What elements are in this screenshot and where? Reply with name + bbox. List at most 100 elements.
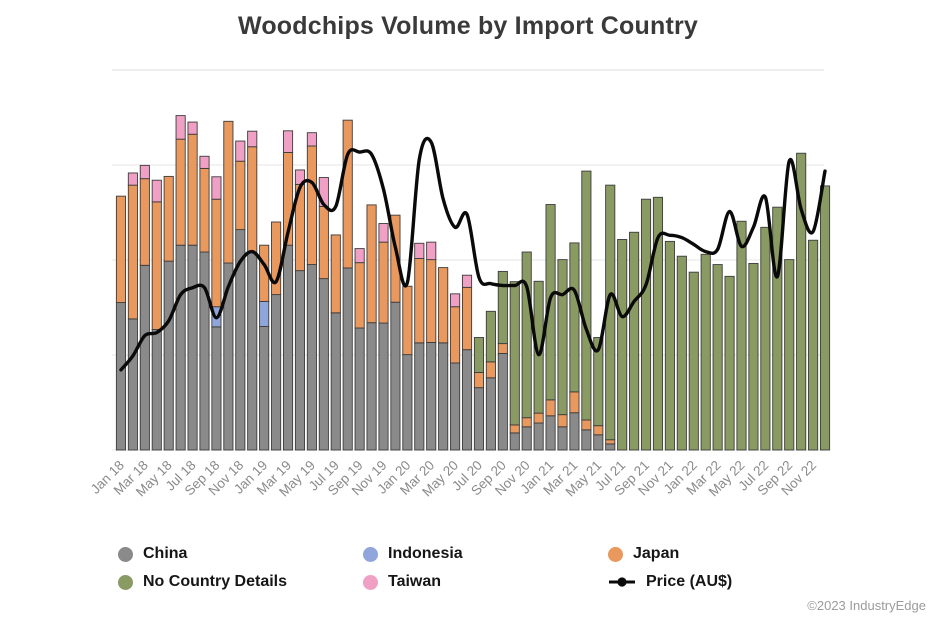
bar-segment: [247, 146, 258, 254]
bar-segment: [378, 322, 389, 451]
bar-segment: [259, 326, 270, 451]
bar-segment: [354, 248, 365, 264]
bar-segment: [390, 214, 401, 303]
bar-segment: [223, 120, 234, 264]
bar-segment: [593, 337, 604, 427]
bar-segment: [151, 179, 162, 203]
bar-segment: [461, 349, 473, 451]
bar-segment: [127, 172, 138, 186]
bar-segment: [533, 412, 544, 424]
bar-segment: [127, 318, 138, 451]
bar-segment: [294, 270, 306, 451]
china-swatch-icon: [118, 546, 133, 562]
legend-label: Japan: [633, 545, 680, 562]
indonesia-swatch-icon: [363, 546, 378, 562]
bar-segment: [306, 145, 317, 266]
bar-segment: [402, 354, 413, 451]
legend-item-taiwan: Taiwan: [363, 568, 608, 596]
bar-segment: [426, 241, 437, 261]
bar-segment: [342, 267, 353, 451]
bar-segment: [438, 342, 449, 451]
bar-segment: [247, 252, 258, 451]
price-line: [119, 136, 827, 372]
bar-segment: [509, 424, 520, 434]
bar-segment: [509, 281, 520, 426]
bar-segment: [450, 306, 461, 364]
bar-segment: [271, 294, 282, 451]
bar-segment: [450, 293, 461, 308]
bar-segment: [306, 264, 317, 451]
bar-segment: [175, 138, 186, 246]
bar-segment: [736, 220, 747, 451]
bar-segment: [211, 176, 222, 200]
copyright-text: ©2023 IndustryEdge: [807, 598, 926, 613]
bar-segment: [139, 264, 150, 451]
bar-segment: [199, 251, 210, 451]
bar-segment: [187, 121, 198, 135]
bar-segment: [306, 132, 317, 147]
bar-segment: [581, 419, 592, 431]
bar-segment: [318, 278, 329, 451]
no-country-swatch-icon: [118, 574, 133, 590]
bar-segment: [139, 164, 150, 180]
bar-segment: [211, 198, 222, 308]
bar-segment: [688, 271, 699, 451]
bar-segment: [521, 417, 532, 428]
bar-segment: [581, 170, 592, 421]
bar-segment: [115, 195, 127, 304]
bar-segment: [545, 399, 556, 417]
bar-segment: [605, 443, 616, 451]
bar-segment: [235, 160, 246, 231]
bar-segment: [808, 239, 819, 451]
bar-segment: [163, 175, 174, 262]
bar-segment: [640, 198, 652, 451]
bar-segment: [414, 242, 425, 259]
bar-segment: [485, 310, 496, 363]
bar-segment: [354, 327, 365, 451]
bar-segment: [414, 342, 425, 451]
bar-segment: [700, 253, 711, 451]
bar-segment: [712, 264, 723, 451]
bar-segment: [581, 429, 592, 451]
bar-segment: [569, 242, 580, 393]
bar-segment: [426, 342, 437, 451]
bar-segment: [151, 201, 162, 330]
bar-segment: [605, 439, 616, 445]
bar-segment: [378, 241, 389, 324]
bar-segment: [318, 205, 329, 280]
bar-segment: [175, 115, 186, 140]
bar-segment: [354, 262, 365, 329]
bar-segment: [545, 415, 556, 451]
chart-legend: China No Country Details Indonesia Taiwa…: [118, 540, 858, 596]
legend-item-no-country-details: No Country Details: [118, 568, 363, 596]
bar-segment: [557, 414, 568, 428]
bar-segment: [282, 130, 294, 153]
bar-segment: [664, 240, 675, 451]
bar-segment: [652, 196, 664, 451]
legend-item-china: China: [118, 540, 363, 568]
bar-segment: [426, 259, 437, 343]
chart-title: Woodchips Volume by Import Country: [237, 12, 699, 40]
bar-segment: [485, 361, 496, 379]
bar-segment: [211, 326, 222, 451]
bar-segment: [473, 387, 485, 451]
bar-segment: [772, 206, 783, 451]
bar-segment: [461, 274, 473, 288]
bar-segment: [676, 255, 687, 451]
bar-segment: [569, 391, 580, 414]
bar-segment: [175, 244, 186, 451]
bar-segment: [461, 286, 473, 351]
taiwan-swatch-icon: [363, 574, 378, 590]
bar-segment: [784, 259, 795, 451]
legend-label: Indonesia: [388, 545, 463, 562]
bar-segment: [271, 221, 282, 296]
bar-segment: [235, 140, 246, 162]
bar-segment: [796, 152, 807, 451]
bar-segment: [187, 244, 198, 451]
bar-segment: [390, 301, 401, 451]
bar-segment: [521, 426, 532, 451]
bar-segment: [151, 329, 162, 451]
